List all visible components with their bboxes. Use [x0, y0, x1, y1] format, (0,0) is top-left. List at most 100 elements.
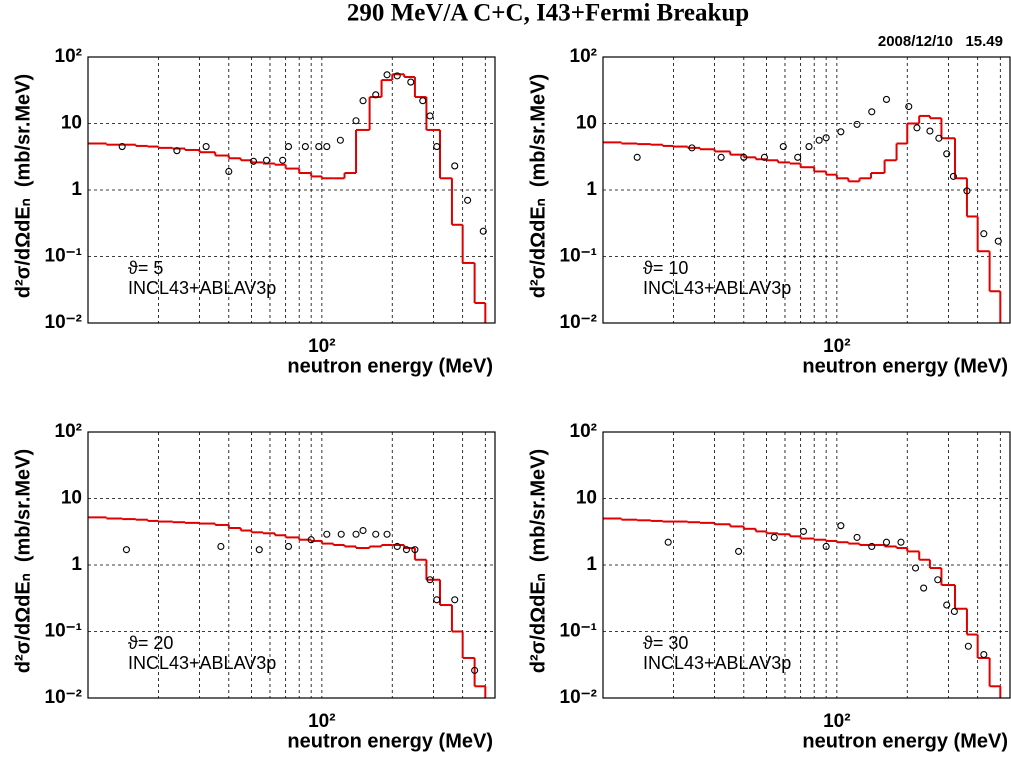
data-point — [688, 144, 696, 152]
date-stamp: 2008/12/10 15.49 — [878, 33, 1003, 50]
y-tick-label: 10 — [576, 113, 597, 134]
data-point — [359, 526, 367, 535]
data-point — [822, 134, 830, 142]
y-axis-label: d²σ/dΩdEₙ (mb/sr.MeV) — [12, 74, 34, 298]
data-point — [217, 542, 225, 551]
data-point — [255, 546, 263, 554]
data-point — [323, 530, 331, 538]
y-axis-label: d²σ/dΩdEₙ (mb/sr.MeV) — [12, 449, 34, 673]
y-tick-label: 10² — [570, 46, 597, 67]
plot-frame — [87, 431, 496, 699]
data-point — [935, 134, 943, 142]
x-tick-label: 10² — [823, 336, 850, 357]
data-point — [926, 127, 934, 135]
data-point — [920, 584, 928, 592]
data-point — [837, 522, 845, 530]
page-title: 290 MeV/A C+C, I43+Fermi Breakup — [347, 0, 749, 27]
data-point — [911, 564, 920, 572]
data-point — [407, 78, 415, 86]
y-tick-label: 1 — [71, 554, 82, 575]
data-point — [934, 576, 942, 584]
y-tick-label: 10 — [61, 113, 82, 134]
y-tick-label: 10⁻¹ — [560, 246, 598, 267]
data-point — [402, 546, 411, 554]
data-point — [352, 117, 360, 125]
plot-frame — [602, 431, 1011, 699]
histogram — [88, 516, 487, 698]
x-axis-label: neutron energy (MeV) — [802, 355, 1008, 377]
annotation: ϑ= 20 — [128, 633, 173, 653]
annotation: ϑ= 30 — [643, 633, 688, 653]
data-point — [279, 156, 287, 164]
y-tick-label: 1 — [71, 179, 82, 200]
data-point — [393, 542, 401, 551]
y-tick-label: 10² — [570, 421, 597, 442]
y-axis-label: d²σ/dΩdEₙ (mb/sr.MeV) — [527, 449, 549, 673]
data-point — [664, 538, 672, 546]
data-point — [323, 143, 331, 151]
data-point — [794, 153, 802, 161]
annotation: ϑ= 5 — [128, 258, 163, 278]
data-point — [905, 102, 913, 111]
x-tick-label: 10² — [823, 711, 850, 732]
data-point — [315, 143, 323, 151]
data-point — [853, 533, 861, 541]
data-point — [359, 97, 367, 105]
data-point — [760, 153, 768, 161]
annotation: INCL43+ABLAV3p — [128, 653, 276, 673]
data-point — [337, 530, 345, 538]
x-tick-label: 10² — [308, 336, 335, 357]
data-point — [262, 156, 271, 164]
data-point — [426, 112, 434, 120]
data-point — [411, 546, 419, 554]
data-point — [249, 157, 258, 165]
data-point — [837, 128, 845, 136]
data-point — [735, 547, 743, 555]
data-point — [451, 162, 459, 170]
data-point — [963, 187, 971, 195]
data-point — [173, 147, 181, 155]
data-point — [770, 533, 778, 541]
x-axis-label: neutron energy (MeV) — [287, 355, 493, 377]
data-point — [633, 153, 641, 161]
annotation: INCL43+ABLAV3p — [643, 653, 791, 673]
data-point — [383, 71, 391, 79]
y-tick-label: 10² — [55, 46, 82, 67]
data-point — [118, 143, 126, 151]
data-point — [868, 542, 876, 551]
data-point — [717, 153, 725, 161]
y-tick-label: 10 — [576, 488, 597, 509]
data-point — [943, 150, 951, 158]
data-point — [471, 666, 479, 674]
y-tick-label: 10 — [61, 488, 82, 509]
data-point — [799, 527, 808, 535]
data-point — [393, 72, 401, 80]
data-point — [336, 136, 344, 144]
data-point — [815, 136, 823, 144]
data-point — [943, 601, 951, 609]
data-point — [897, 538, 905, 546]
x-tick-label: 10² — [308, 711, 335, 732]
x-axis-label: neutron energy (MeV) — [287, 730, 493, 752]
data-point — [464, 196, 472, 204]
plot-frame — [87, 56, 496, 324]
data-point — [949, 172, 957, 180]
data-point — [994, 237, 1002, 245]
data-point — [433, 143, 441, 151]
data-point — [950, 607, 958, 616]
y-tick-label: 10⁻² — [560, 312, 598, 333]
y-tick-label: 1 — [586, 179, 597, 200]
y-tick-label: 10⁻¹ — [45, 246, 83, 267]
data-point — [805, 143, 813, 151]
data-point — [779, 143, 787, 151]
data-point — [426, 576, 434, 584]
y-axis-label: d²σ/dΩdEₙ (mb/sr.MeV) — [527, 74, 549, 298]
histogram — [88, 73, 487, 323]
data-point — [122, 546, 130, 554]
y-tick-label: 10⁻¹ — [560, 621, 598, 642]
data-point — [740, 153, 748, 161]
